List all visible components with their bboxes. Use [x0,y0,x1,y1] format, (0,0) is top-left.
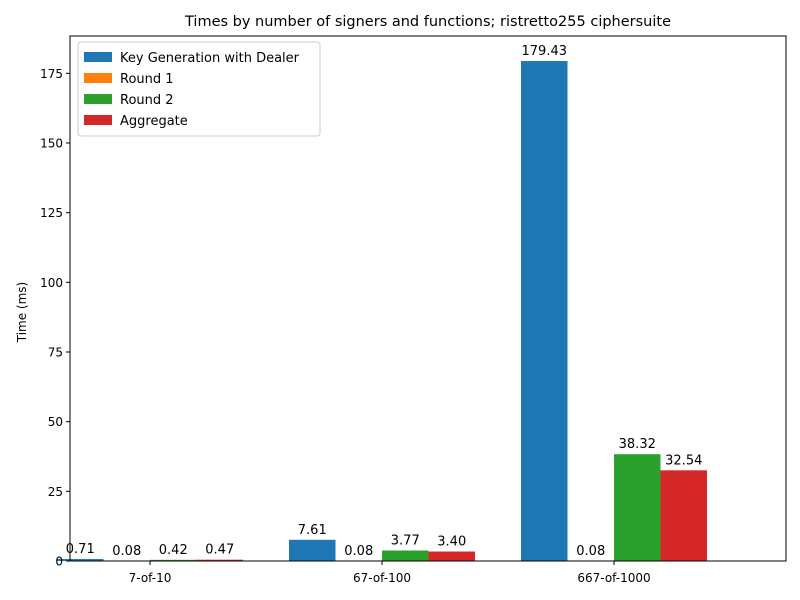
y-tick-label: 125 [40,206,63,220]
legend-swatch [84,73,112,83]
bar [428,551,475,561]
y-tick-label: 75 [48,346,63,360]
bar [660,470,707,561]
bar [150,559,197,561]
data-label: 3.40 [437,535,466,550]
y-axis-label: Time (ms) [15,282,29,344]
bar [614,454,661,561]
y-tick-label: 0 [55,555,63,569]
data-label: 32.54 [665,453,702,468]
bar [196,559,243,561]
bar [382,550,429,561]
legend-swatch [84,115,112,125]
data-label: 179.43 [522,44,568,59]
plot-area: 0.71 0.08 0.42 0.47 7-of-10 7.61 0.08 3.77 3.40 6… [40,35,787,585]
legend-box [77,41,321,137]
legend-label: Round 1 [120,72,174,87]
x-tick-label: 67-of-100 [353,571,411,585]
data-label: 7.61 [298,523,327,538]
x-tick-label: 7-of-10 [129,571,172,585]
data-label: 0.08 [576,544,605,559]
data-label: 3.77 [391,533,420,548]
data-label: 0.08 [112,544,141,559]
y-tick-label: 25 [48,485,63,499]
legend-label: Aggregate [120,114,188,129]
bar [289,539,336,561]
y-tick-label: 150 [40,137,63,151]
data-label: 0.08 [344,544,373,559]
legend-label: Round 2 [120,93,174,108]
y-tick-label: 50 [48,415,63,429]
legend-label: Key Generation with Dealer [120,51,300,66]
legend-swatch [84,52,112,62]
legend-swatch [84,94,112,104]
x-tick-label: 667-of-1000 [577,571,650,585]
data-label: 0.47 [205,543,234,558]
data-label: 38.32 [619,437,656,452]
axes-frame [69,35,787,562]
data-label: 0.42 [159,543,188,558]
bar [57,559,104,561]
chart-title: Times by number of signers and functions… [184,14,671,30]
y-tick-label: 100 [40,276,63,290]
bar [521,61,568,561]
data-label: 0.71 [66,542,95,557]
legend: Key Generation with Dealer Round 1 Round 2… [77,41,321,137]
y-tick-label: 175 [40,67,63,81]
